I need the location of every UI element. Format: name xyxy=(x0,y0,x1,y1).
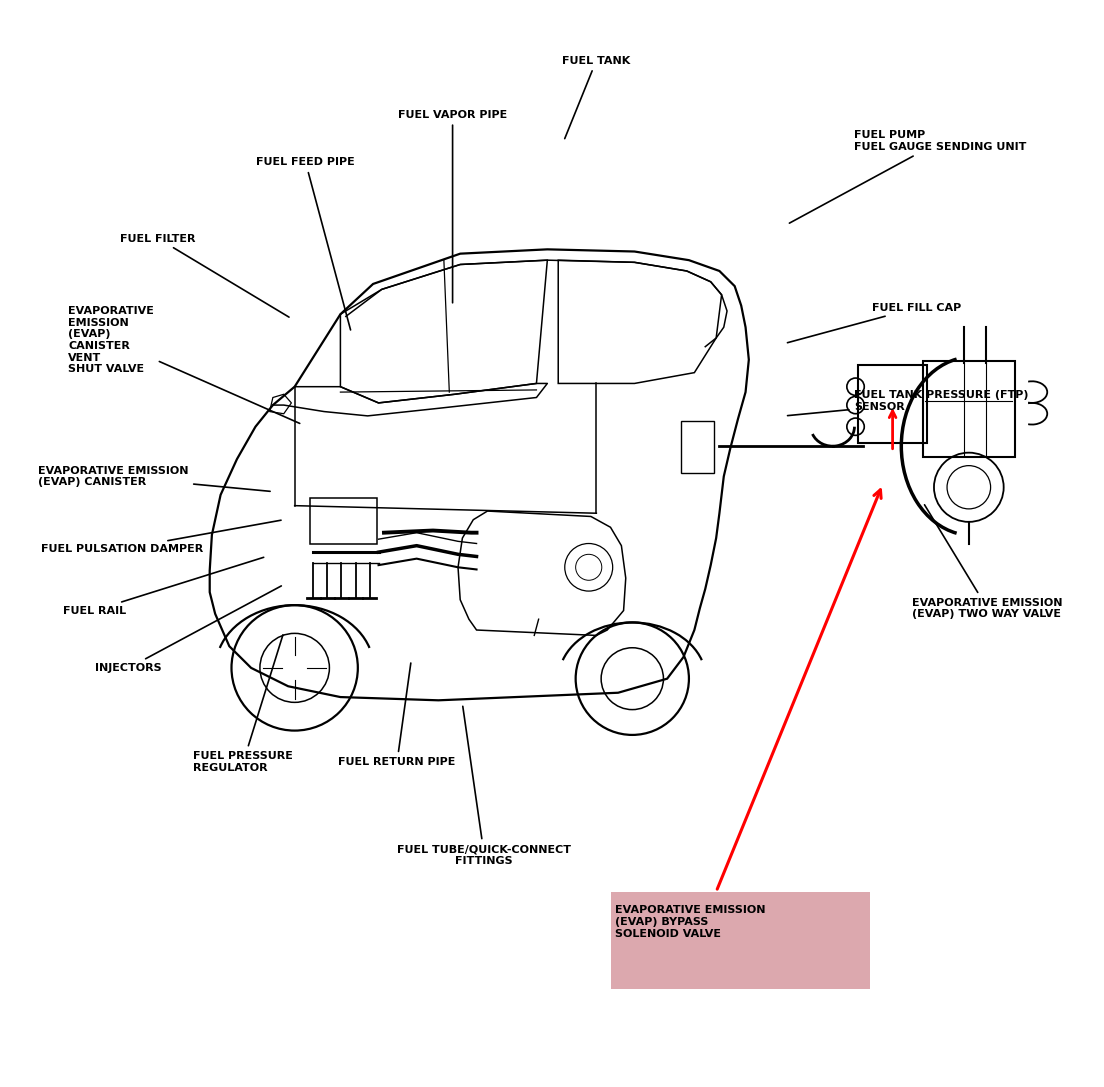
Text: FUEL FEED PIPE: FUEL FEED PIPE xyxy=(256,158,354,330)
Text: FUEL FILTER: FUEL FILTER xyxy=(120,234,289,317)
Text: FUEL TANK PRESSURE (FTP)
SENSOR: FUEL TANK PRESSURE (FTP) SENSOR xyxy=(787,390,1029,415)
Text: FUEL PULSATION DAMPER: FUEL PULSATION DAMPER xyxy=(41,521,282,554)
Text: FUEL PUMP
FUEL GAUGE SENDING UNIT: FUEL PUMP FUEL GAUGE SENDING UNIT xyxy=(789,130,1027,223)
Text: EVAPORATIVE EMISSION
(EVAP) BYPASS
SOLENOID VALVE: EVAPORATIVE EMISSION (EVAP) BYPASS SOLEN… xyxy=(615,905,765,938)
Text: FUEL FILL CAP: FUEL FILL CAP xyxy=(787,303,962,342)
Bar xyxy=(681,422,714,473)
Text: FUEL RAIL: FUEL RAIL xyxy=(63,558,264,615)
Text: INJECTORS: INJECTORS xyxy=(95,586,282,673)
Text: FUEL VAPOR PIPE: FUEL VAPOR PIPE xyxy=(397,110,507,303)
Text: FUEL TUBE/QUICK-CONNECT
FITTINGS: FUEL TUBE/QUICK-CONNECT FITTINGS xyxy=(397,707,571,865)
Text: FUEL PRESSURE
REGULATOR: FUEL PRESSURE REGULATOR xyxy=(193,635,294,773)
Text: EVAPORATIVE EMISSION
(EVAP) CANISTER: EVAPORATIVE EMISSION (EVAP) CANISTER xyxy=(38,465,270,491)
FancyBboxPatch shape xyxy=(611,891,870,989)
Text: FUEL RETURN PIPE: FUEL RETURN PIPE xyxy=(338,663,456,767)
Bar xyxy=(310,498,378,544)
Text: EVAPORATIVE EMISSION
(EVAP) TWO WAY VALVE: EVAPORATIVE EMISSION (EVAP) TWO WAY VALV… xyxy=(912,504,1063,620)
Text: EVAPORATIVE
EMISSION
(EVAP)
CANISTER
VENT
SHUT VALVE: EVAPORATIVE EMISSION (EVAP) CANISTER VEN… xyxy=(68,307,300,424)
Text: FUEL TANK: FUEL TANK xyxy=(562,55,630,139)
